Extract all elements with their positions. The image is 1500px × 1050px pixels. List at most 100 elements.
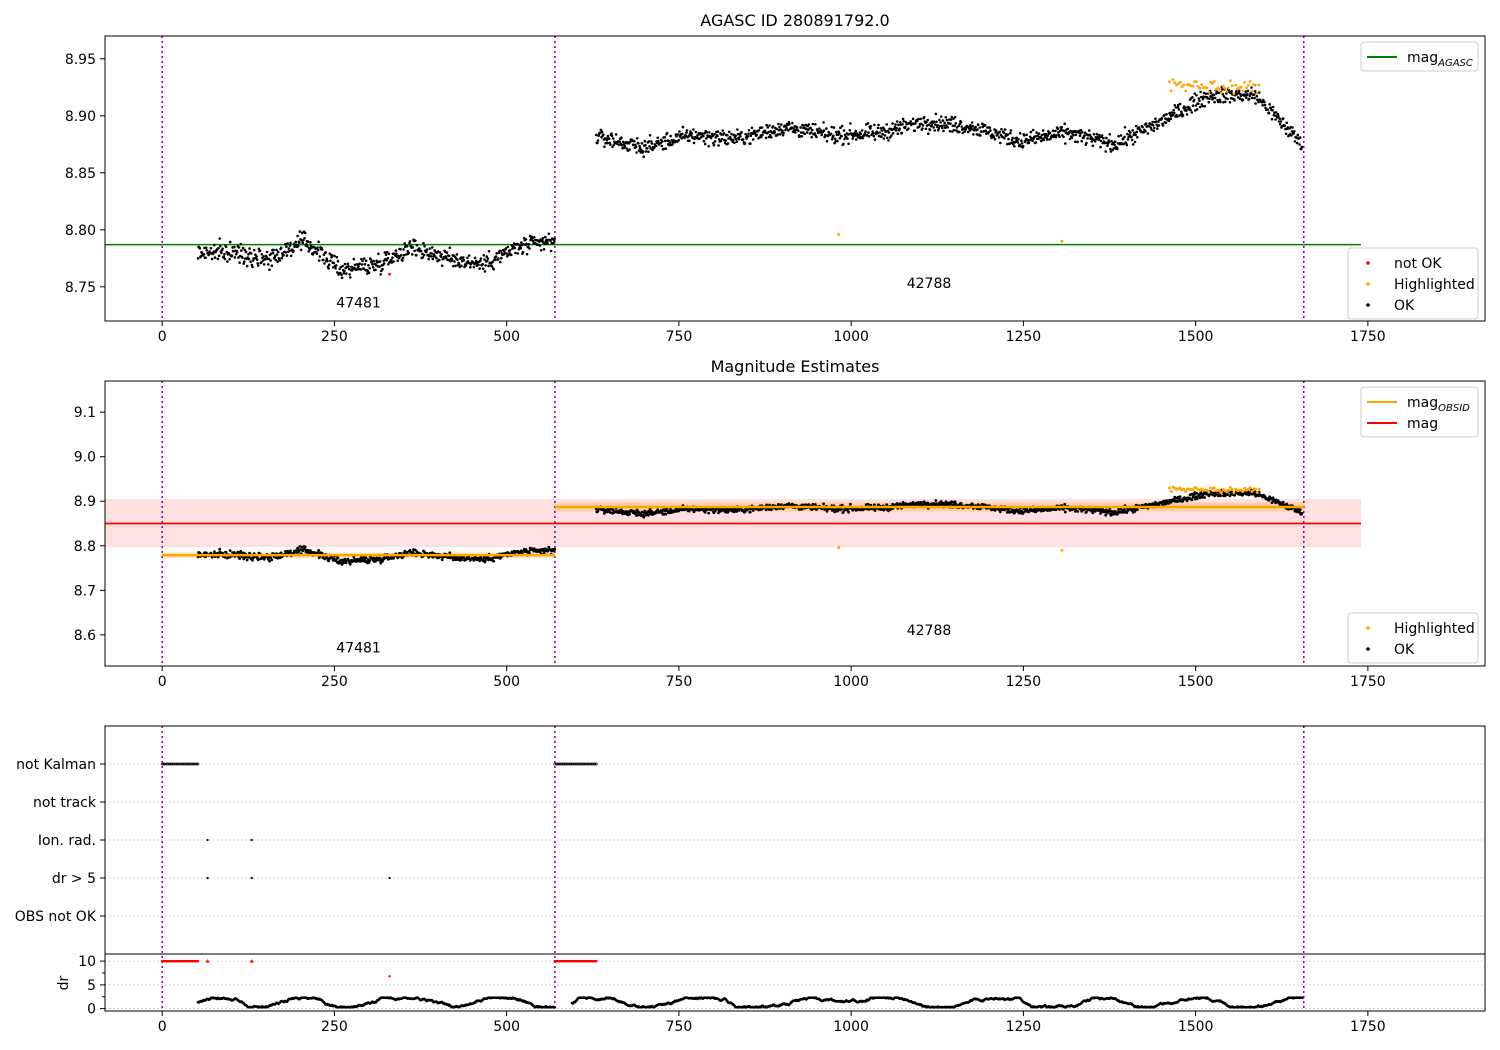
data-point <box>1246 92 1249 96</box>
data-point <box>942 129 945 133</box>
data-point <box>1271 496 1275 500</box>
data-point <box>605 139 609 142</box>
data-point <box>1205 86 1209 90</box>
flag-point <box>583 762 587 766</box>
data-point <box>322 258 325 262</box>
data-point <box>237 256 240 259</box>
data-point <box>448 246 452 249</box>
data-point <box>1227 86 1230 90</box>
data-point <box>1169 490 1173 493</box>
flag-point <box>581 762 584 766</box>
data-point <box>1020 139 1023 142</box>
data-point <box>1184 490 1188 493</box>
data-point <box>681 125 685 129</box>
data-point <box>922 115 926 119</box>
data-point <box>1247 97 1251 101</box>
data-point <box>746 135 750 138</box>
flag-point <box>175 762 179 766</box>
data-point <box>1221 84 1225 88</box>
data-point <box>1203 104 1206 108</box>
data-point <box>822 121 825 124</box>
data-point <box>898 121 902 124</box>
flag-point <box>557 762 561 766</box>
data-point <box>220 251 223 255</box>
data-point <box>248 247 251 250</box>
data-point <box>430 252 434 255</box>
data-point <box>799 126 802 129</box>
data-point <box>1192 493 1196 497</box>
data-point <box>829 132 833 136</box>
data-point <box>1091 511 1095 515</box>
data-point <box>797 129 800 133</box>
data-point <box>901 123 904 126</box>
panel2-title: Magnitude Estimates <box>711 357 880 376</box>
data-point <box>1046 134 1049 138</box>
data-point <box>549 239 552 243</box>
data-point <box>891 502 894 506</box>
data-point <box>1049 137 1052 140</box>
data-point <box>1199 95 1203 99</box>
data-point <box>228 549 232 552</box>
data-point <box>825 509 829 513</box>
data-point <box>705 137 708 140</box>
flag-point <box>563 762 566 766</box>
data-point <box>210 257 214 261</box>
data-point <box>479 257 483 260</box>
data-point <box>239 242 243 246</box>
data-point <box>325 257 329 261</box>
data-point <box>724 139 727 142</box>
data-point <box>983 123 987 127</box>
data-point <box>371 265 375 269</box>
data-point <box>1253 96 1256 100</box>
data-point <box>435 256 438 260</box>
data-point <box>479 259 482 263</box>
data-point <box>827 130 830 134</box>
data-point <box>959 120 963 124</box>
data-point <box>207 253 210 257</box>
data-point <box>275 253 279 256</box>
data-point <box>233 245 236 249</box>
data-point <box>1250 490 1254 493</box>
data-point <box>749 134 753 137</box>
data-point <box>1028 135 1032 139</box>
data-point <box>228 257 231 261</box>
data-point <box>472 266 476 269</box>
data-point <box>1250 96 1254 100</box>
data-point <box>323 262 326 265</box>
data-point <box>1074 140 1077 143</box>
data-point <box>1070 136 1074 140</box>
data-point <box>1144 130 1147 133</box>
data-point <box>334 266 337 270</box>
data-point <box>282 254 285 257</box>
data-point <box>368 559 371 563</box>
data-point <box>1074 133 1078 136</box>
data-point <box>777 122 780 126</box>
data-point <box>272 248 275 252</box>
data-point <box>1039 135 1042 139</box>
data-point <box>1011 136 1014 140</box>
data-point <box>1226 493 1229 496</box>
flag-point <box>181 762 185 766</box>
data-point <box>276 260 280 264</box>
flag-point <box>180 762 183 766</box>
data-point <box>1212 93 1216 97</box>
data-point <box>807 123 811 126</box>
data-point <box>683 136 686 140</box>
data-point <box>1076 140 1079 144</box>
data-point <box>213 243 216 247</box>
data-point <box>487 250 491 253</box>
data-point <box>1156 127 1159 130</box>
data-point <box>1173 104 1177 107</box>
data-point <box>970 127 973 131</box>
x-tick-label: 1250 <box>1006 329 1042 345</box>
data-point <box>1261 104 1264 107</box>
data-point <box>473 256 477 260</box>
data-point <box>1212 80 1216 83</box>
data-point <box>849 122 852 125</box>
data-point <box>978 126 982 129</box>
data-point <box>289 254 293 258</box>
panel2-frame <box>104 380 1486 667</box>
data-point <box>1016 141 1020 144</box>
data-point <box>840 124 844 128</box>
